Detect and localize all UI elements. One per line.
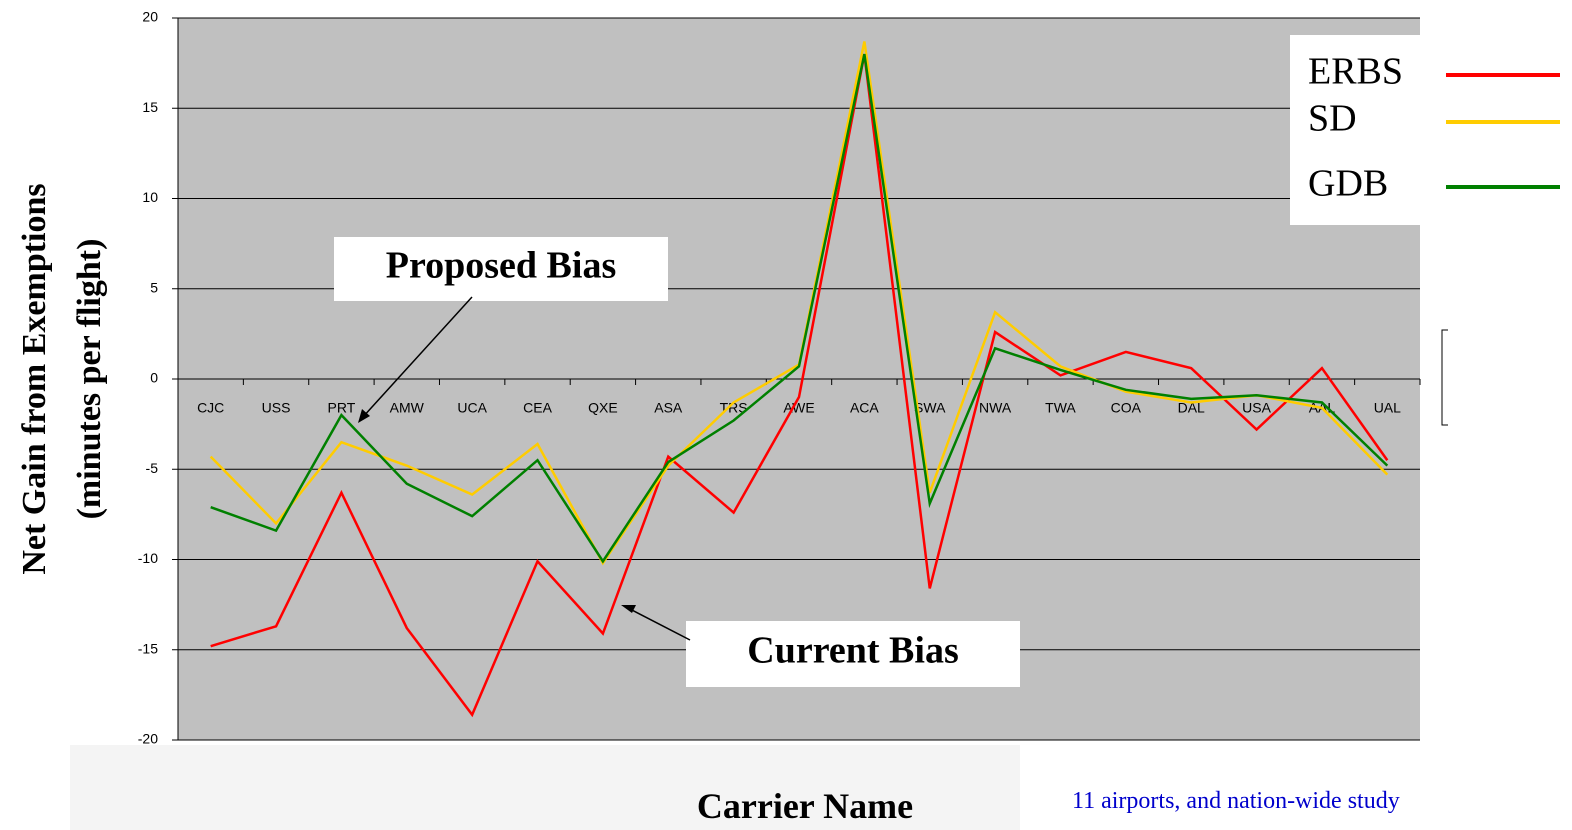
series-line (210, 53, 1389, 718)
x-tick-label: PRT (328, 400, 356, 416)
y-tick-label: -10 (138, 550, 158, 566)
y-tick-label: 10 (142, 189, 158, 205)
x-tick-label: USA (1242, 400, 1271, 416)
x-tick-label: ASA (654, 400, 683, 416)
x-tick-label: UAL (1374, 400, 1401, 416)
x-tick-label: CJC (197, 400, 224, 416)
y-tick-label: -5 (146, 460, 159, 476)
y-tick-label: 5 (150, 279, 158, 295)
x-tick-label: NWA (979, 400, 1012, 416)
y-tick-label: 0 (150, 370, 158, 386)
annotation-box (686, 621, 1020, 687)
annotation-box (334, 237, 668, 301)
series-line (210, 53, 1389, 564)
x-tick-label: COA (1111, 400, 1142, 416)
legend: ERBS SD GDB (1308, 51, 1560, 205)
x-tick-label: QXE (588, 400, 618, 416)
legend-label: GDB (1308, 163, 1388, 205)
y-tick-label: -15 (138, 640, 158, 656)
footnote: 11 airports, and nation-wide study (1072, 788, 1400, 814)
arrow-head (621, 605, 636, 613)
arrow-head (358, 409, 370, 423)
y-tick-label: -20 (138, 731, 158, 747)
annotation-arrow (361, 296, 473, 419)
y-tick-label: 20 (142, 9, 158, 25)
x-tick-label: UCA (457, 400, 487, 416)
y-axis-title: Net Gain from Exemptions (16, 183, 53, 574)
legend-box (1290, 35, 1440, 225)
x-tick-label: AMW (390, 400, 425, 416)
x-tick-label: DAL (1178, 400, 1205, 416)
annotation-arrow (625, 606, 691, 641)
x-tick-label: CEA (523, 400, 552, 416)
x-tick-label: USS (262, 400, 291, 416)
x-tick-label: ACA (850, 400, 879, 416)
bracket (1441, 329, 1448, 426)
legend-label: ERBS (1308, 51, 1403, 93)
annotation: Current Bias (747, 630, 958, 672)
y-axis-title: (minutes per flight) (71, 239, 108, 520)
annotation: Proposed Bias (386, 245, 617, 287)
x-tick-label: AWE (783, 400, 814, 416)
legend-label: SD (1308, 98, 1357, 140)
y-tick-label: 15 (142, 99, 158, 115)
x-tick-label: SWA (914, 400, 946, 416)
x-tick-label: TRS (720, 400, 748, 416)
background-panel (70, 745, 1020, 830)
lines (209, 41, 1389, 718)
x-tick-label: TWA (1045, 400, 1076, 416)
x-axis-title: Carrier Name (697, 786, 913, 826)
